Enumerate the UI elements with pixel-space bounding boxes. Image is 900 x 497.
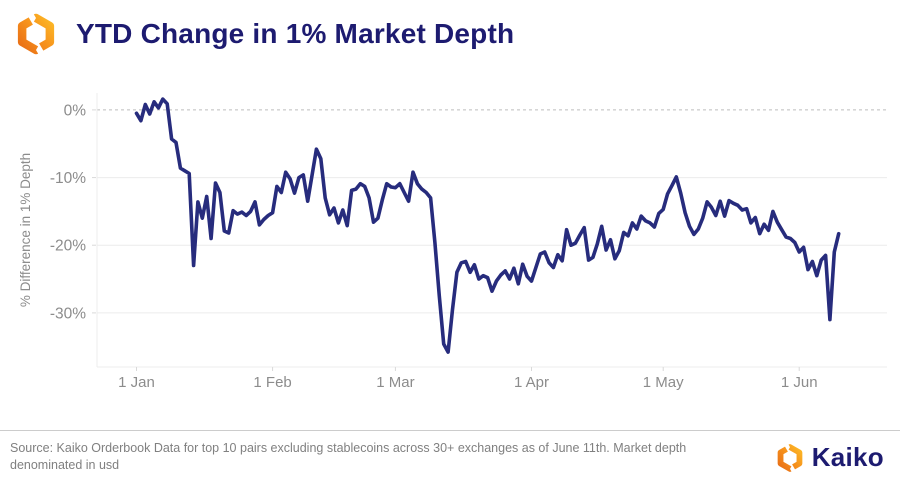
x-tick-label: 1 Feb (253, 374, 291, 391)
y-tick-label: 0% (64, 102, 87, 119)
footer-divider (0, 430, 900, 431)
x-tick-label: 1 Jan (118, 374, 155, 391)
depth-change-line (134, 97, 841, 354)
x-tick-label: 1 Jun (781, 374, 818, 391)
header: YTD Change in 1% Market Depth (14, 12, 514, 56)
x-tick-label: 1 May (643, 374, 684, 391)
page-title: YTD Change in 1% Market Depth (76, 18, 515, 49)
line-chart: 0% -10% -20% -30% 1 Jan 1 Feb 1 Mar 1 Apr 1 May 1… (18, 93, 887, 391)
kaiko-wordmark: Kaiko (811, 442, 884, 472)
y-tick-label: -10% (50, 170, 86, 187)
y-axis-title: % Difference in 1% Depth (18, 153, 33, 307)
kaiko-logo-icon (777, 443, 803, 472)
y-tick-label: -30% (50, 305, 86, 322)
kaiko-brand: Kaiko (775, 442, 884, 473)
y-tick-label: -20% (50, 238, 86, 255)
x-tick-label: 1 Apr (514, 374, 549, 391)
kaiko-logo-icon (17, 13, 55, 55)
x-tick-label: 1 Mar (376, 374, 414, 391)
footer: Source: Kaiko Orderbook Data for top 10 … (0, 430, 900, 474)
source-note: Source: Kaiko Orderbook Data for top 10 … (10, 441, 687, 472)
